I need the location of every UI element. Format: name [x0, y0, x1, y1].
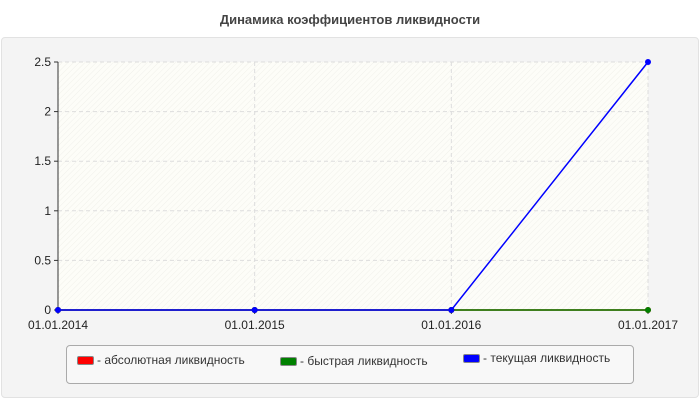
legend: - абсолютная ликвидность - быстрая ликви… [66, 345, 634, 384]
legend-item-current: - текущая ликвидность [463, 351, 610, 365]
legend-item-absolute: - абсолютная ликвидность [77, 353, 245, 367]
y-tick-label: 2.5 [34, 55, 51, 69]
legend-swatch [463, 353, 480, 363]
chart-title: Динамика коэффициентов ликвидности [219, 12, 481, 27]
plot-area [58, 62, 648, 310]
legend-label: - быстрая ликвидность [300, 354, 428, 368]
x-tick-label: 01.01.2016 [421, 318, 481, 332]
series-line-2 [58, 61, 649, 311]
data-point [251, 307, 258, 313]
x-tick-label: 01.01.2017 [618, 318, 678, 332]
y-tick-label: 0 [44, 303, 51, 317]
legend-item-quick: - быстрая ликвидность [280, 354, 428, 368]
x-tick-label: 01.01.2014 [28, 318, 88, 332]
data-point [645, 307, 651, 313]
x-tick-label: 01.01.2015 [225, 318, 285, 332]
legend-label: - абсолютная ликвидность [97, 353, 245, 367]
legend-swatch [280, 356, 297, 366]
y-tick-label: 2 [44, 105, 51, 119]
legend-label: - текущая ликвидность [483, 351, 611, 365]
data-point [55, 307, 61, 313]
legend-swatch [77, 355, 94, 365]
data-point [645, 59, 651, 65]
y-tick-label: 1 [44, 204, 51, 218]
data-point [448, 307, 455, 313]
y-tick-label: 1.5 [34, 154, 51, 168]
y-tick-label: 0.5 [34, 253, 51, 267]
